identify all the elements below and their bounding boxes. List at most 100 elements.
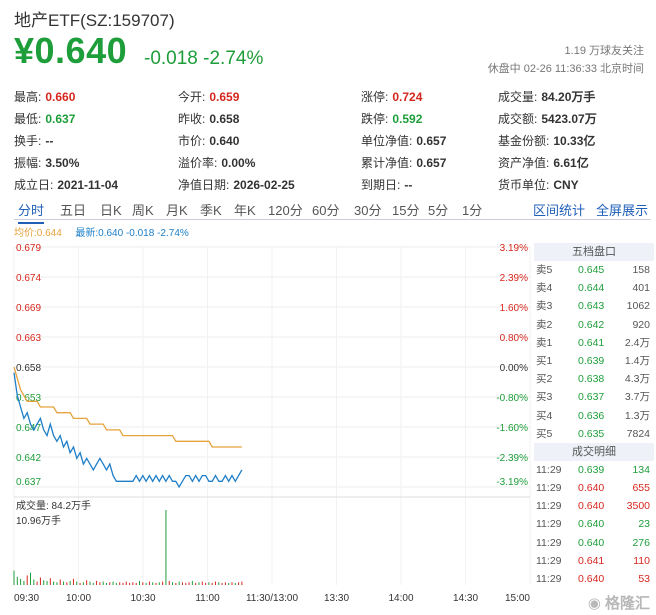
order-name: 卖2 xyxy=(536,318,553,331)
order-price: 0.636 xyxy=(578,409,605,422)
price-tick-label: 0.669 xyxy=(16,303,41,314)
stat-label: 单位净值: xyxy=(361,134,413,148)
intraday-chart[interactable]: 0.679 0.674 0.669 0.663 0.658 0.653 0.647 0.642… xyxy=(0,235,534,615)
volume-bar xyxy=(221,582,223,585)
volume-bar xyxy=(208,582,210,585)
order-volume: 655 xyxy=(632,482,650,495)
range-stats-button[interactable]: 区间统计 xyxy=(533,203,586,218)
stats-row: 换手: -- 市价: 0.640 单位净值: 0.657 基金份额: 10.33亿 xyxy=(14,128,644,150)
order-name: 11:29 xyxy=(536,573,562,585)
stat-item: 振幅: 3.50% xyxy=(14,154,79,171)
volume-bar xyxy=(168,580,170,585)
pct-tick-label: 2.39% xyxy=(500,273,528,284)
tab-period-6[interactable]: 年K xyxy=(234,203,256,218)
time-tick-label: 14:30 xyxy=(453,593,478,604)
tab-period-12[interactable]: 1分 xyxy=(462,203,483,218)
tab-period-11[interactable]: 5分 xyxy=(428,203,449,218)
stat-label: 涨停: xyxy=(361,90,389,104)
stat-label: 市价: xyxy=(178,134,206,148)
tab-period-8[interactable]: 60分 xyxy=(312,203,340,218)
volume-bar xyxy=(53,581,55,585)
order-name: 卖4 xyxy=(536,282,553,295)
tab-period-1[interactable]: 五日 xyxy=(60,203,87,218)
current-price: ¥0.640 xyxy=(14,30,128,71)
latest-price-legend: 最新:0.640 -0.018 -2.74% xyxy=(75,228,189,239)
order-name: 11:29 xyxy=(536,463,562,476)
volume-bar xyxy=(211,582,213,585)
volume-bar xyxy=(132,582,134,585)
order-volume: 401 xyxy=(632,282,650,295)
pct-tick-label: -3.19% xyxy=(496,477,528,488)
stat-value: 0.640 xyxy=(209,134,240,148)
ask-row: 卖1 0.641 2.4万 xyxy=(534,334,654,352)
volume-bar xyxy=(43,580,45,585)
order-price: 0.644 xyxy=(578,282,605,295)
price-tick-label: 0.658 xyxy=(16,363,41,374)
bid-row: 买1 0.639 1.4万 xyxy=(534,352,654,370)
tab-period-5[interactable]: 季K xyxy=(200,203,222,218)
stat-item: 累计净值: 0.657 xyxy=(361,154,446,171)
stat-item: 换手: -- xyxy=(14,132,53,149)
order-price: 0.639 xyxy=(578,463,605,476)
volume-bar xyxy=(172,582,174,585)
watermark-icon: ◉ xyxy=(587,595,601,612)
volume-bar xyxy=(30,572,32,585)
order-name: 买1 xyxy=(536,354,553,367)
volume-bar xyxy=(188,582,190,585)
followers-count[interactable]: 1.19 万球友关注 xyxy=(564,45,644,57)
stat-item: 今开: 0.659 xyxy=(178,88,239,105)
order-name: 11:29 xyxy=(536,518,562,531)
stat-item: 昨收: 0.658 xyxy=(178,110,239,127)
bid-row: 买3 0.637 3.7万 xyxy=(534,388,654,406)
pct-tick-label: 3.19% xyxy=(500,243,528,254)
order-name: 11:29 xyxy=(536,554,562,567)
stat-item: 资产净值: 6.61亿 xyxy=(498,154,589,171)
order-price: 0.641 xyxy=(578,554,605,567)
tab-period-10[interactable]: 15分 xyxy=(392,203,420,218)
tab-period-9[interactable]: 30分 xyxy=(354,203,382,218)
ask-row: 卖4 0.644 401 xyxy=(534,279,654,297)
time-tick-label: 10:30 xyxy=(130,593,155,604)
volume-bar xyxy=(13,570,15,585)
tab-period-7[interactable]: 120分 xyxy=(268,203,303,218)
volume-bar xyxy=(224,582,226,585)
order-volume: 3500 xyxy=(626,500,650,513)
price-tick-label: 0.642 xyxy=(16,453,41,464)
volume-bar xyxy=(33,579,35,585)
volume-bar xyxy=(76,581,78,585)
volume-bar xyxy=(63,581,65,585)
orderbook-panel: 五档盘口 卖5 0.645 158 卖4 0.644 401 卖3 0.643 1062 卖2 0.6… xyxy=(534,243,654,588)
volume-bar xyxy=(175,582,177,585)
pct-tick-label: 0.80% xyxy=(500,333,528,344)
tab-period-3[interactable]: 周K xyxy=(132,203,154,218)
stat-item: 溢价率: 0.00% xyxy=(178,154,255,171)
time-tick-label: 11:00 xyxy=(195,593,220,604)
watermark-text: 格隆汇 xyxy=(604,595,650,612)
volume-bar xyxy=(115,582,117,585)
stat-value: 0.00% xyxy=(221,156,256,170)
volume-bar xyxy=(162,581,164,585)
volume-bar xyxy=(36,581,38,585)
pct-tick-label: -0.80% xyxy=(496,393,528,404)
volume-bar xyxy=(198,582,200,585)
fullscreen-button[interactable]: 全屏展示 xyxy=(596,203,649,218)
trade-row: 11:29 0.641 110 xyxy=(534,552,654,570)
order-volume: 1.4万 xyxy=(624,354,650,367)
order-price: 0.641 xyxy=(578,336,605,349)
volume-bar xyxy=(165,510,167,585)
tab-intraday[interactable]: 分时 xyxy=(18,200,45,224)
tab-period-4[interactable]: 月K xyxy=(166,203,188,218)
trade-row: 11:29 0.640 23 xyxy=(534,515,654,533)
volume-bar xyxy=(201,581,203,585)
stat-item: 成立日: 2021-11-04 xyxy=(14,176,118,193)
latest-price-line xyxy=(13,372,243,489)
avg-price-legend: 均价:0.644 xyxy=(14,228,62,239)
stat-item: 成交量: 84.20万手 xyxy=(498,88,595,105)
tab-period-2[interactable]: 日K xyxy=(100,203,122,218)
price-tick-label: 0.679 xyxy=(16,243,41,254)
stats-row: 成立日: 2021-11-04 净值日期: 2026-02-25 到期日: -- 货币单位:… xyxy=(14,172,644,194)
order-name: 买2 xyxy=(536,373,553,386)
stat-label: 换手: xyxy=(14,134,42,148)
order-volume: 7824 xyxy=(626,427,650,440)
stat-value: 0.658 xyxy=(209,112,240,126)
